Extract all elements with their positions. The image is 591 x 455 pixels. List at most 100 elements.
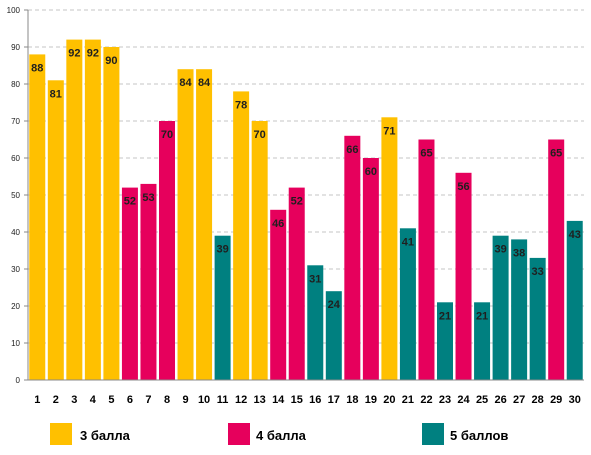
- bar-29: [548, 139, 565, 380]
- x-tick-label: 13: [254, 394, 266, 406]
- data-label: 92: [87, 48, 99, 60]
- x-tick-label: 16: [309, 394, 321, 406]
- data-label: 39: [216, 244, 228, 256]
- x-tick-labels: 1 2 3 4 5 6 7 8 9 10 11 12 13 14 15 16 17 18 19 20 21 22 23 24 2…: [34, 394, 581, 406]
- bar-19: [362, 158, 379, 380]
- bar-5: [103, 47, 120, 380]
- x-tick-label: 2: [53, 394, 59, 406]
- data-labels: 88 81 92 92 90 52 53 70 84 84 39 78 70 46 52 31 24 66 60 71…: [31, 48, 581, 323]
- data-label: 46: [272, 218, 284, 230]
- y-tick-label: 60: [11, 154, 20, 163]
- data-label: 53: [142, 192, 154, 204]
- x-tick-label: 9: [182, 394, 188, 406]
- y-tick-label: 100: [7, 6, 21, 15]
- bar-6: [121, 187, 138, 380]
- x-tick-label: 23: [439, 394, 451, 406]
- data-label: 65: [550, 148, 562, 160]
- y-tick-label: 90: [11, 43, 20, 52]
- y-tick-label: 80: [11, 80, 20, 89]
- y-tick-label: 50: [11, 191, 20, 200]
- bar-24: [455, 172, 472, 380]
- bar-20: [381, 117, 398, 381]
- bar-26: [492, 235, 509, 380]
- x-tick-label: 15: [291, 394, 303, 406]
- x-tick-label: 18: [346, 394, 358, 406]
- legend-label-5: 5 баллов: [450, 428, 508, 443]
- x-tick-label: 28: [532, 394, 544, 406]
- data-label: 66: [346, 144, 358, 156]
- bar-28: [529, 257, 546, 380]
- x-tick-label: 12: [235, 394, 247, 406]
- bar-8: [159, 121, 175, 380]
- bar-16: [307, 265, 324, 380]
- data-label: 70: [254, 129, 266, 141]
- bar-18: [344, 135, 361, 380]
- y-tick-label: 10: [11, 339, 20, 348]
- x-tick-label: 20: [383, 394, 395, 406]
- x-tick-label: 26: [494, 394, 506, 406]
- bar-22: [418, 139, 435, 380]
- x-tick-label: 4: [90, 394, 97, 406]
- bar-10: [196, 69, 213, 380]
- y-tick-label: 30: [11, 265, 20, 274]
- x-tick-label: 30: [569, 394, 581, 406]
- x-tick-label: 21: [402, 394, 414, 406]
- bar-17: [325, 291, 342, 380]
- x-tick-label: 24: [457, 394, 470, 406]
- legend: 3 балла 4 балла 5 баллов: [50, 423, 508, 445]
- data-label: 90: [105, 55, 117, 67]
- legend-label-4: 4 балла: [256, 428, 307, 443]
- data-label: 92: [68, 48, 80, 60]
- x-tick-label: 5: [108, 394, 114, 406]
- data-label: 24: [328, 299, 341, 311]
- bar-1: [29, 54, 46, 381]
- x-tick-label: 8: [164, 394, 170, 406]
- data-label: 31: [309, 273, 321, 285]
- y-tick-label: 70: [11, 117, 20, 126]
- bar-30: [566, 220, 583, 380]
- bar-11: [214, 235, 231, 380]
- legend-swatch-4: [228, 423, 250, 445]
- x-tick-label: 27: [513, 394, 525, 406]
- bar-23: [437, 302, 453, 380]
- data-label: 81: [50, 88, 62, 100]
- data-label: 39: [494, 244, 506, 256]
- data-label: 88: [31, 62, 43, 74]
- data-label: 60: [365, 166, 377, 178]
- legend-swatch-5: [422, 423, 444, 445]
- data-label: 84: [179, 77, 192, 89]
- gridlines: [28, 9, 584, 344]
- data-label: 41: [402, 236, 414, 248]
- data-label: 43: [569, 229, 581, 241]
- x-tick-label: 14: [272, 394, 285, 406]
- x-tick-label: 17: [328, 394, 340, 406]
- bar-27: [511, 239, 528, 380]
- bar-2: [47, 80, 64, 381]
- data-label: 71: [383, 125, 395, 137]
- y-tick-label: 20: [11, 302, 20, 311]
- legend-label-3: 3 балла: [80, 428, 131, 443]
- bar-25: [474, 302, 491, 380]
- bar-21: [399, 228, 416, 380]
- x-tick-label: 7: [145, 394, 151, 406]
- data-label: 56: [457, 181, 469, 193]
- bar-9: [177, 69, 194, 380]
- bar-7: [140, 183, 157, 380]
- data-label: 65: [420, 148, 432, 160]
- x-tick-label: 25: [476, 394, 488, 406]
- data-label: 52: [124, 196, 136, 208]
- bar-15: [288, 187, 305, 380]
- data-label: 38: [513, 247, 525, 259]
- x-tick-label: 3: [71, 394, 77, 406]
- x-tick-label: 10: [198, 394, 210, 406]
- bar-13: [251, 121, 268, 380]
- x-tick-label: 11: [217, 394, 229, 406]
- y-tick-label: 0: [16, 376, 21, 385]
- bar-3: [66, 39, 83, 380]
- bars: [29, 39, 583, 381]
- x-tick-label: 22: [420, 394, 432, 406]
- bar-12: [233, 91, 250, 381]
- data-label: 84: [198, 77, 211, 89]
- data-label: 33: [532, 266, 544, 278]
